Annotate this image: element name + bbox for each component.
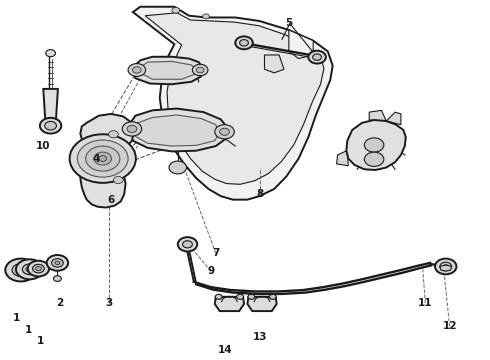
Polygon shape [215, 297, 244, 311]
Circle shape [53, 276, 61, 282]
Circle shape [16, 259, 43, 279]
Circle shape [26, 267, 33, 272]
Polygon shape [369, 111, 386, 121]
Circle shape [86, 146, 120, 171]
Text: 8: 8 [256, 189, 263, 199]
Circle shape [365, 152, 384, 166]
Text: 7: 7 [212, 248, 220, 258]
Polygon shape [440, 265, 452, 271]
Circle shape [77, 140, 128, 177]
Text: 10: 10 [36, 141, 50, 151]
Polygon shape [337, 150, 348, 166]
Text: 12: 12 [442, 321, 457, 332]
Circle shape [196, 67, 204, 73]
Circle shape [220, 128, 229, 135]
Text: 1: 1 [37, 336, 44, 346]
Circle shape [99, 156, 107, 161]
Circle shape [35, 266, 41, 271]
Text: 6: 6 [107, 195, 115, 204]
Circle shape [17, 267, 25, 273]
Text: 3: 3 [105, 298, 112, 308]
Circle shape [23, 264, 37, 275]
Circle shape [308, 51, 326, 64]
Polygon shape [134, 115, 220, 146]
Circle shape [114, 176, 123, 184]
Polygon shape [80, 114, 134, 207]
Polygon shape [386, 112, 401, 125]
Circle shape [40, 118, 61, 134]
Circle shape [443, 265, 448, 268]
Circle shape [240, 40, 248, 46]
Polygon shape [133, 7, 333, 200]
Circle shape [183, 241, 193, 248]
Circle shape [193, 64, 208, 76]
Circle shape [28, 261, 49, 276]
Circle shape [440, 262, 452, 271]
Circle shape [237, 294, 244, 299]
Circle shape [46, 50, 55, 57]
Circle shape [109, 131, 118, 138]
Polygon shape [128, 109, 228, 152]
Text: 1: 1 [24, 325, 32, 335]
Circle shape [122, 122, 142, 136]
Circle shape [178, 237, 197, 251]
Circle shape [313, 54, 321, 60]
Polygon shape [289, 30, 313, 59]
Circle shape [202, 14, 209, 19]
Text: 5: 5 [285, 18, 293, 28]
Circle shape [45, 121, 56, 130]
Polygon shape [43, 89, 58, 120]
Polygon shape [145, 13, 324, 184]
Circle shape [172, 8, 180, 13]
Circle shape [435, 258, 457, 274]
Polygon shape [247, 297, 277, 311]
Circle shape [132, 67, 141, 73]
Text: 9: 9 [207, 266, 215, 276]
Polygon shape [140, 62, 196, 79]
Circle shape [169, 161, 187, 174]
Circle shape [32, 264, 44, 273]
Circle shape [12, 264, 30, 276]
Text: 4: 4 [93, 154, 100, 163]
Text: 13: 13 [252, 332, 267, 342]
Text: 1: 1 [12, 312, 20, 323]
Text: 14: 14 [218, 345, 233, 355]
Text: 11: 11 [418, 298, 433, 308]
Polygon shape [133, 57, 203, 84]
Circle shape [248, 294, 255, 299]
Polygon shape [265, 55, 284, 73]
Circle shape [47, 255, 68, 271]
Polygon shape [346, 120, 406, 170]
Circle shape [365, 138, 384, 152]
Circle shape [55, 261, 60, 265]
Circle shape [94, 152, 112, 165]
Text: 2: 2 [56, 298, 64, 308]
Circle shape [70, 134, 136, 183]
Circle shape [128, 64, 146, 76]
Circle shape [215, 125, 234, 139]
Circle shape [235, 36, 253, 49]
Circle shape [127, 125, 137, 132]
Circle shape [51, 258, 63, 267]
Circle shape [270, 294, 276, 299]
Circle shape [5, 258, 36, 282]
Circle shape [215, 294, 222, 299]
